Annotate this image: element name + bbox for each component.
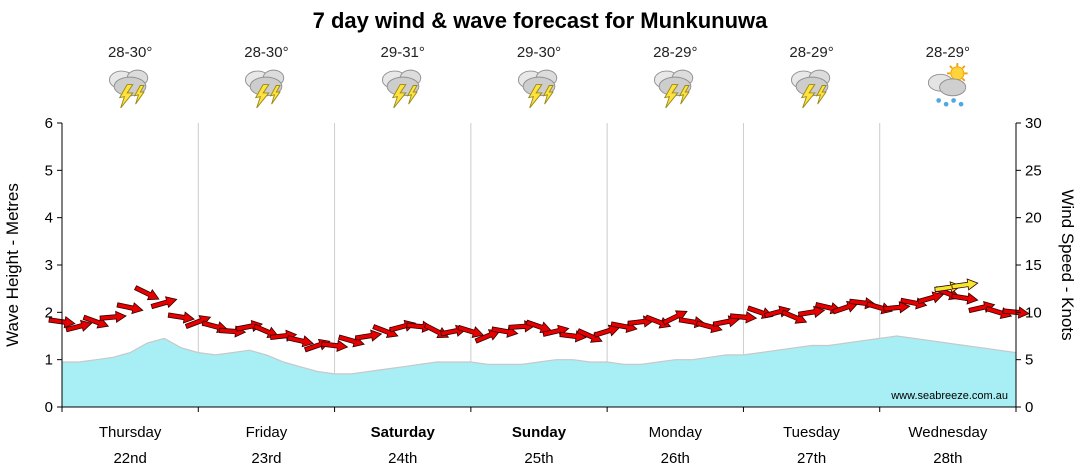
wind-arrow [593, 324, 621, 338]
wind-arrow [286, 335, 314, 348]
right-tick-label: 20 [1025, 210, 1042, 227]
day-header: 28-29° [627, 44, 723, 109]
day-name-label: Saturday [371, 424, 436, 441]
right-tick-label: 30 [1025, 115, 1042, 132]
watermark: www.seabreeze.com.au [890, 390, 1008, 402]
wave-height-area [62, 336, 1016, 407]
day-header: 28-29° [900, 44, 996, 109]
gust-arrow [951, 278, 979, 291]
day-headers: 28-30° 28-30° 29-31° 29-30° 28-29° 28-29° 28-2… [0, 44, 1080, 122]
left-axis-title: Wave Height - Metres [3, 183, 22, 347]
right-tick-label: 0 [1025, 399, 1033, 416]
day-header: 29-31° [355, 44, 451, 109]
wind-arrow [82, 314, 110, 329]
day-name-label: Thursday [99, 424, 162, 441]
wind-arrow [729, 311, 758, 324]
left-tick-label: 2 [45, 304, 53, 321]
day-date-label: 23rd [251, 450, 281, 467]
left-tick-label: 3 [45, 257, 53, 274]
temperature-range: 29-30° [516, 44, 562, 61]
temperature-range: 28-29° [653, 44, 698, 61]
wind-arrow [576, 328, 603, 343]
wind-arrow [116, 302, 144, 315]
day-name-label: Sunday [512, 424, 567, 441]
wind-arrow [917, 291, 945, 305]
x-axis-labels: Thursday 22nd Friday 23rd Saturday 24th Sunday… [99, 424, 988, 467]
temperature-range: 28-29° [789, 44, 834, 61]
wind-arrow [951, 292, 979, 305]
right-axis-title: Wind Speed - Knots [1058, 189, 1077, 340]
day-date-label: 27th [797, 450, 826, 467]
day-name-label: Monday [649, 424, 703, 441]
storm-icon [218, 62, 314, 109]
wind-arrow [150, 296, 178, 310]
storm-icon [627, 62, 723, 109]
wind-arrow [832, 300, 859, 315]
temperature-range: 28-29° [925, 44, 971, 61]
day-header: 28-30° [82, 44, 178, 109]
wind-arrow [167, 311, 195, 324]
storm-icon [764, 62, 860, 109]
wind-arrow [457, 324, 485, 338]
sun-rain-icon [900, 62, 996, 109]
wind-arrow [134, 285, 160, 301]
wind-arrow [320, 339, 349, 352]
day-date-label: 22nd [113, 450, 146, 467]
right-tick-label: 25 [1025, 162, 1042, 179]
day-name-label: Friday [246, 424, 288, 441]
temperature-range: 28-30° [107, 44, 153, 61]
wind-arrow [354, 329, 383, 342]
day-date-label: 28th [933, 450, 962, 467]
wind-arrow [474, 329, 501, 344]
right-tick-label: 5 [1025, 352, 1033, 369]
left-tick-label: 1 [45, 352, 53, 369]
wind-arrow [65, 319, 93, 333]
day-date-label: 26th [661, 450, 690, 467]
storm-icon [491, 62, 587, 109]
temperature-range: 29-31° [380, 44, 425, 61]
day-header: 28-30° [218, 44, 314, 109]
wind-arrow [184, 315, 212, 330]
page-title: 7 day wind & wave forecast for Munkunuwa [312, 8, 768, 33]
wind-arrow [797, 305, 826, 318]
right-tick-label: 15 [1025, 257, 1042, 274]
day-name-label: Tuesday [783, 424, 840, 441]
wind-arrow [985, 305, 1013, 319]
left-tick-label: 0 [45, 399, 53, 416]
wind-arrow [662, 310, 688, 326]
left-tick-label: 5 [45, 162, 53, 179]
day-date-label: 25th [524, 450, 553, 467]
wind-arrow [372, 324, 399, 338]
day-header: 28-29° [764, 44, 860, 109]
right-tick-label: 10 [1025, 304, 1042, 321]
wind-arrow [883, 301, 911, 314]
temperature-range: 28-30° [244, 44, 289, 61]
wave-height-line [62, 335, 1017, 375]
axes: 0 1 2 3 4 5 6 0 5 10 15 20 25 30 [45, 115, 1042, 416]
storm-icon [82, 62, 178, 109]
day-header: 29-30° [491, 44, 587, 109]
day-name-label: Wednesday [908, 424, 987, 441]
storm-icon [355, 62, 451, 109]
wind-arrow [99, 310, 127, 324]
left-tick-label: 4 [45, 210, 53, 227]
day-date-label: 24th [388, 450, 417, 467]
left-tick-label: 6 [45, 115, 53, 132]
wind-arrow [781, 309, 808, 324]
